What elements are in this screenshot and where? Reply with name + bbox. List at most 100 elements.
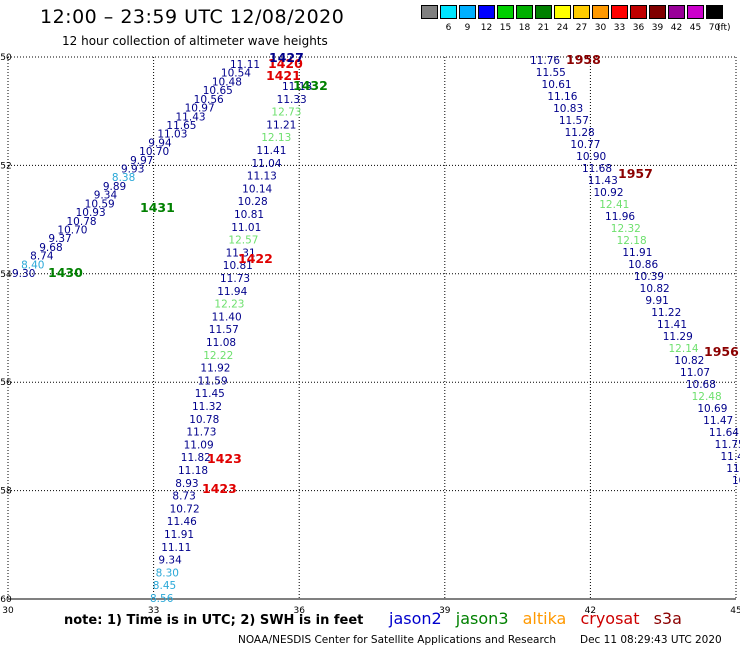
swh-value: 11.73	[186, 427, 216, 439]
longitude-label: 39	[439, 606, 451, 616]
credit-line: NOAA/NESDIS Center for Satellite Applica…	[238, 634, 556, 646]
swh-value: 10.59	[85, 198, 115, 210]
latitude-label: -50	[0, 53, 12, 63]
swh-value: 11.28	[565, 127, 595, 139]
pass-time-label: 1958	[566, 52, 601, 67]
swh-value: 11.75	[715, 439, 740, 451]
swh-value: 11.43	[176, 111, 206, 123]
pass-time-label: 1432	[293, 78, 328, 93]
colorbar-tick: 42	[670, 23, 683, 33]
swh-value: 11.65	[166, 120, 196, 132]
colorbar-tick: 70	[708, 23, 721, 33]
swh-value: 11.18	[282, 81, 312, 93]
swh-value: 9.34	[94, 190, 118, 202]
swh-value: 12.14	[669, 343, 699, 355]
swh-value: 11.33	[277, 94, 307, 106]
swh-value: 10.65	[203, 85, 233, 97]
swh-value: 10.39	[634, 271, 664, 283]
swh-value: 11.09	[184, 439, 214, 451]
swh-value: 11.13	[247, 171, 277, 183]
longitude-label: 30	[2, 606, 14, 616]
colorbar-swatch	[611, 5, 628, 19]
colorbar-swatch	[706, 5, 723, 19]
map-axes: 30 33 36 39 42 45 -50 -52 -54 -56 -58 -60	[0, 53, 740, 616]
swh-value: 9.91	[645, 295, 668, 307]
longitude-label: 36	[293, 606, 305, 616]
swh-value: 11.41	[657, 319, 687, 331]
swh-value: 12.73	[271, 107, 301, 119]
longitude-label: 45	[730, 606, 740, 616]
swh-value: 12.13	[261, 132, 291, 144]
swh-value: 11.91	[622, 247, 652, 259]
swh-value: 11.43	[588, 175, 618, 187]
map-grid	[7, 56, 737, 600]
swh-value: 11.08	[206, 337, 236, 349]
legend-s3a: s3a	[653, 609, 682, 628]
colorbar-tick: 21	[537, 23, 550, 33]
swh-value: 10.81	[234, 209, 264, 221]
swh-value: 11.73	[220, 273, 250, 285]
legend-jason2: jason2	[389, 609, 442, 628]
swh-value: 12.32	[611, 223, 641, 235]
longitude-label: 33	[148, 606, 159, 616]
swh-value: 11.31	[226, 247, 256, 259]
colorbar-swatch	[497, 5, 514, 19]
swh-value: 11.82	[181, 452, 211, 464]
swh-value: 10.48	[212, 76, 242, 88]
swh-value: 10.92	[593, 187, 623, 199]
swh-value: 12.22	[203, 350, 233, 362]
pass-time-label: 1430	[48, 265, 83, 280]
colorbar-tick: 6	[445, 23, 452, 33]
swh-value: 11.11	[161, 542, 191, 554]
swh-value: 11.47	[703, 415, 733, 427]
swh-value: 10.82	[640, 283, 670, 295]
colorbar-tick: 12	[480, 23, 493, 33]
colorbar-swatch	[630, 5, 647, 19]
swh-value: 9.93	[121, 164, 144, 176]
swh-value: 10.69	[697, 403, 727, 415]
swh-value: 10.72	[170, 503, 200, 515]
pass-time-label: 1427	[269, 50, 304, 65]
swh-value: 11.96	[605, 211, 635, 223]
swh-value: 11.92	[200, 363, 230, 375]
colorbar-tick: 39	[651, 23, 664, 33]
swh-value: 10.97	[185, 103, 215, 115]
colorbar-unit: (ft)	[717, 23, 731, 33]
swh-value: 11.45	[195, 388, 225, 400]
swh-value: 11.91	[164, 529, 194, 541]
swh-value: 11.4	[726, 463, 740, 475]
colorbar-swatch	[668, 5, 685, 19]
pass-time-label: 1420	[268, 56, 303, 71]
colorbar-swatch	[535, 5, 552, 19]
swh-value: 10.54	[221, 68, 251, 80]
map-title: 12:00 – 23:59 UTC 12/08/2020	[40, 6, 345, 28]
swh-value: 11.32	[192, 401, 222, 413]
swh-value: 10.83	[553, 103, 583, 115]
swh-value: 12.41	[599, 199, 629, 211]
swh-value: 10.90	[576, 151, 606, 163]
track-c: 11.7611.5510.6111.1610.8311.5711.2810.77…	[530, 52, 740, 487]
colorbar-swatch	[478, 5, 495, 19]
swh-value: 11.64	[709, 427, 739, 439]
colorbar-swatch	[687, 5, 704, 19]
swh-value: 8.73	[172, 491, 195, 503]
swh-value: 10.61	[542, 79, 572, 91]
swh-value: 11.55	[536, 67, 566, 79]
swh-value: 10.77	[570, 139, 600, 151]
swh-value: 8.38	[112, 172, 135, 184]
legend-jason3: jason3	[455, 609, 509, 628]
swh-value: 8.56	[150, 593, 174, 605]
swh-value: 11.22	[651, 307, 681, 319]
colorbar-swatch	[554, 5, 571, 19]
colorbar-swatch	[573, 5, 590, 19]
colorbar-tick: 18	[518, 23, 531, 33]
longitude-label: 42	[585, 606, 596, 616]
swh-value: 11.59	[198, 375, 228, 387]
map-subtitle: 12 hour collection of altimeter wave hei…	[62, 34, 328, 48]
track-a: 9.308.408.749.689.3710.7010.7810.9310.59…	[12, 59, 260, 280]
pass-time-label: 1423	[207, 451, 242, 466]
swh-value: 11.57	[559, 115, 589, 127]
swh-value: 9.37	[48, 233, 71, 245]
swh-value: 10.14	[242, 183, 272, 195]
legend-altika: altika	[522, 609, 567, 628]
